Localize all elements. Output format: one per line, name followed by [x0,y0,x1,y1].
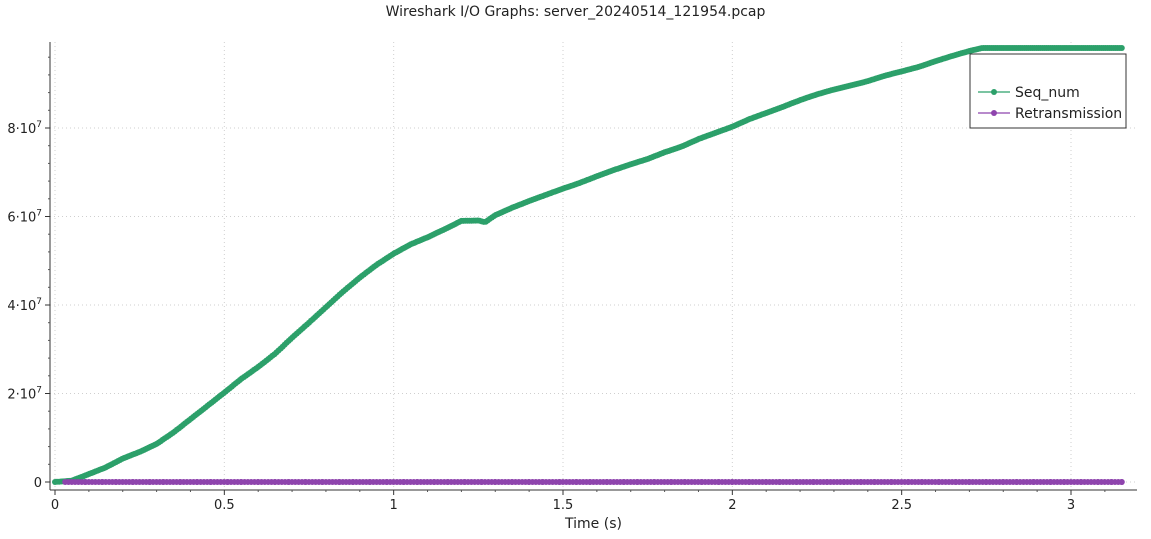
legend-label: Retransmission [1015,106,1122,122]
axes [49,42,1137,491]
legend-swatch-marker [991,89,997,95]
y-tick-label: 6·107 [7,209,42,226]
legend-label: Seq_num [1015,85,1080,101]
legend[interactable]: Seq_num Retransmission [969,53,1127,129]
x-axis-title: Time (s) [564,516,622,532]
x-tick-label: 2 [728,498,736,513]
x-tick-label: 0 [51,498,59,513]
y-axis-ticks: 0 2·107 4·107 6·107 8·107 [7,56,50,491]
series-seq-num [52,45,1125,485]
y-tick-label: 0 [34,476,42,491]
grid-lines [50,42,1137,490]
data-point [1118,45,1125,51]
x-tick-label: 1 [390,498,398,513]
plot-area[interactable] [50,42,1137,490]
x-tick-label: 1.5 [553,498,574,513]
x-tick-label: 3 [1067,498,1075,513]
y-tick-label: 2·107 [7,386,42,403]
x-tick-label: 0.5 [214,498,235,513]
series-layer [52,45,1125,485]
data-point [1118,479,1125,485]
y-tick-label: 8·107 [7,120,42,137]
legend-swatch-marker [991,110,997,116]
x-axis-ticks: 0 0.5 1 1.5 2 2.5 3 [51,490,1106,513]
chart-title: Wireshark I/O Graphs: server_20240514_12… [385,4,766,20]
x-tick-label: 2.5 [891,498,912,513]
series-retransmission [62,479,1125,485]
y-tick-label: 4·107 [7,297,42,314]
